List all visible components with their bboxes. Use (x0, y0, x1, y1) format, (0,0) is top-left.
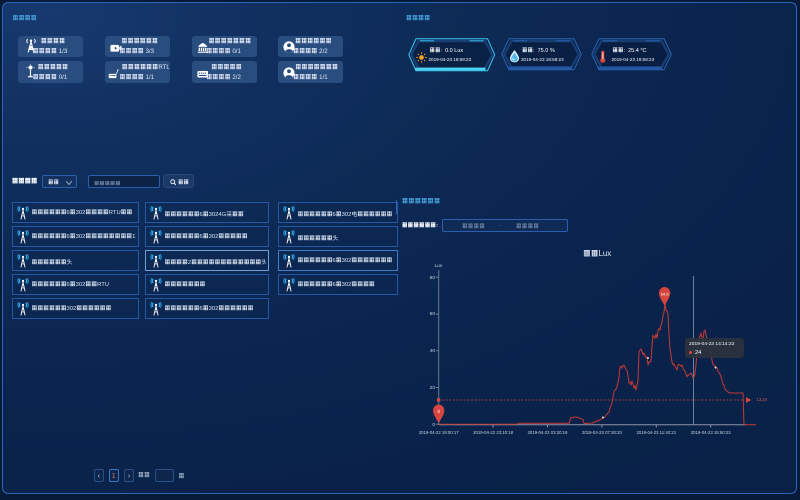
svg-text:64.5: 64.5 (661, 292, 670, 297)
svg-text:0: 0 (437, 409, 440, 414)
